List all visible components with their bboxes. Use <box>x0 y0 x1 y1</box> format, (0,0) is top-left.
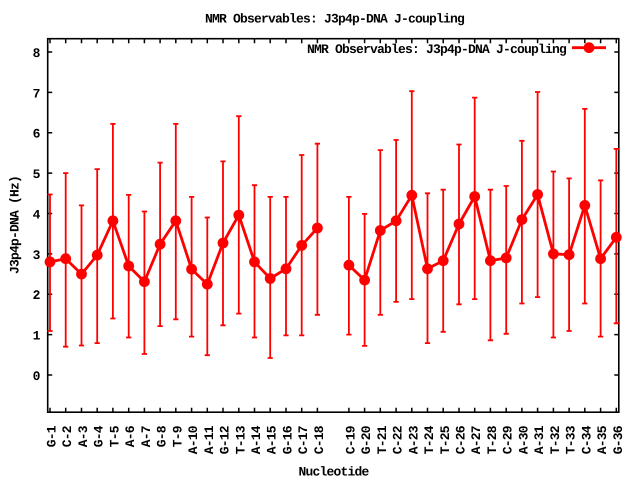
svg-text:T-5: T-5 <box>107 425 122 447</box>
svg-text:8: 8 <box>33 46 41 61</box>
svg-text:C-18: C-18 <box>312 425 327 454</box>
svg-text:T-9: T-9 <box>170 425 185 447</box>
svg-text:A-27: A-27 <box>469 426 484 454</box>
svg-text:C-17: C-17 <box>296 426 311 454</box>
svg-text:G-16: G-16 <box>281 425 296 454</box>
svg-text:T-28: T-28 <box>485 425 500 454</box>
svg-text:A-14: A-14 <box>249 425 264 454</box>
svg-text:C-19: C-19 <box>343 425 358 454</box>
svg-text:A-10: A-10 <box>186 425 201 454</box>
svg-text:T-32: T-32 <box>548 425 563 454</box>
svg-text:A-30: A-30 <box>516 425 531 454</box>
svg-text:C-34: C-34 <box>579 425 594 454</box>
svg-text:4: 4 <box>33 207 41 222</box>
svg-text:7: 7 <box>33 86 40 101</box>
svg-text:G-20: G-20 <box>359 425 374 454</box>
svg-text:NMR Observables: J3p4p-DNA J-c: NMR Observables: J3p4p-DNA J-coupling <box>307 42 567 57</box>
svg-text:G-1: G-1 <box>45 425 60 447</box>
svg-text:6: 6 <box>33 127 41 142</box>
svg-text:G-12: G-12 <box>218 425 233 454</box>
svg-text:C-2: C-2 <box>60 425 75 447</box>
svg-text:A-35: A-35 <box>595 425 610 454</box>
svg-text:NMR Observables: J3p4p-DNA J-c: NMR Observables: J3p4p-DNA J-coupling <box>205 12 465 27</box>
svg-text:A-6: A-6 <box>123 425 138 447</box>
svg-text:C-22: C-22 <box>391 425 406 454</box>
svg-text:1: 1 <box>33 329 41 344</box>
svg-text:T-21: T-21 <box>375 425 390 454</box>
svg-text:0: 0 <box>33 369 41 384</box>
svg-text:T-24: T-24 <box>422 425 437 454</box>
svg-text:C-26: C-26 <box>454 425 469 454</box>
svg-text:T-33: T-33 <box>564 425 579 454</box>
svg-text:A-3: A-3 <box>76 425 91 447</box>
svg-text:T-13: T-13 <box>233 425 248 454</box>
svg-text:2: 2 <box>33 288 41 303</box>
svg-text:A-11: A-11 <box>202 425 217 454</box>
svg-text:T-25: T-25 <box>438 425 453 454</box>
svg-text:A-15: A-15 <box>265 425 280 454</box>
svg-text:A-23: A-23 <box>406 425 421 454</box>
svg-text:3: 3 <box>33 248 41 263</box>
svg-text:J3p4p-DNA (Hz): J3p4p-DNA (Hz) <box>8 176 23 274</box>
svg-text:A-7: A-7 <box>139 426 154 447</box>
svg-text:Nucleotide: Nucleotide <box>298 465 369 480</box>
svg-text:C-29: C-29 <box>501 425 516 454</box>
svg-text:G-8: G-8 <box>155 425 170 447</box>
svg-text:G-36: G-36 <box>611 425 626 454</box>
svg-text:5: 5 <box>33 167 41 182</box>
svg-text:G-4: G-4 <box>92 425 107 447</box>
svg-text:A-31: A-31 <box>532 425 547 454</box>
